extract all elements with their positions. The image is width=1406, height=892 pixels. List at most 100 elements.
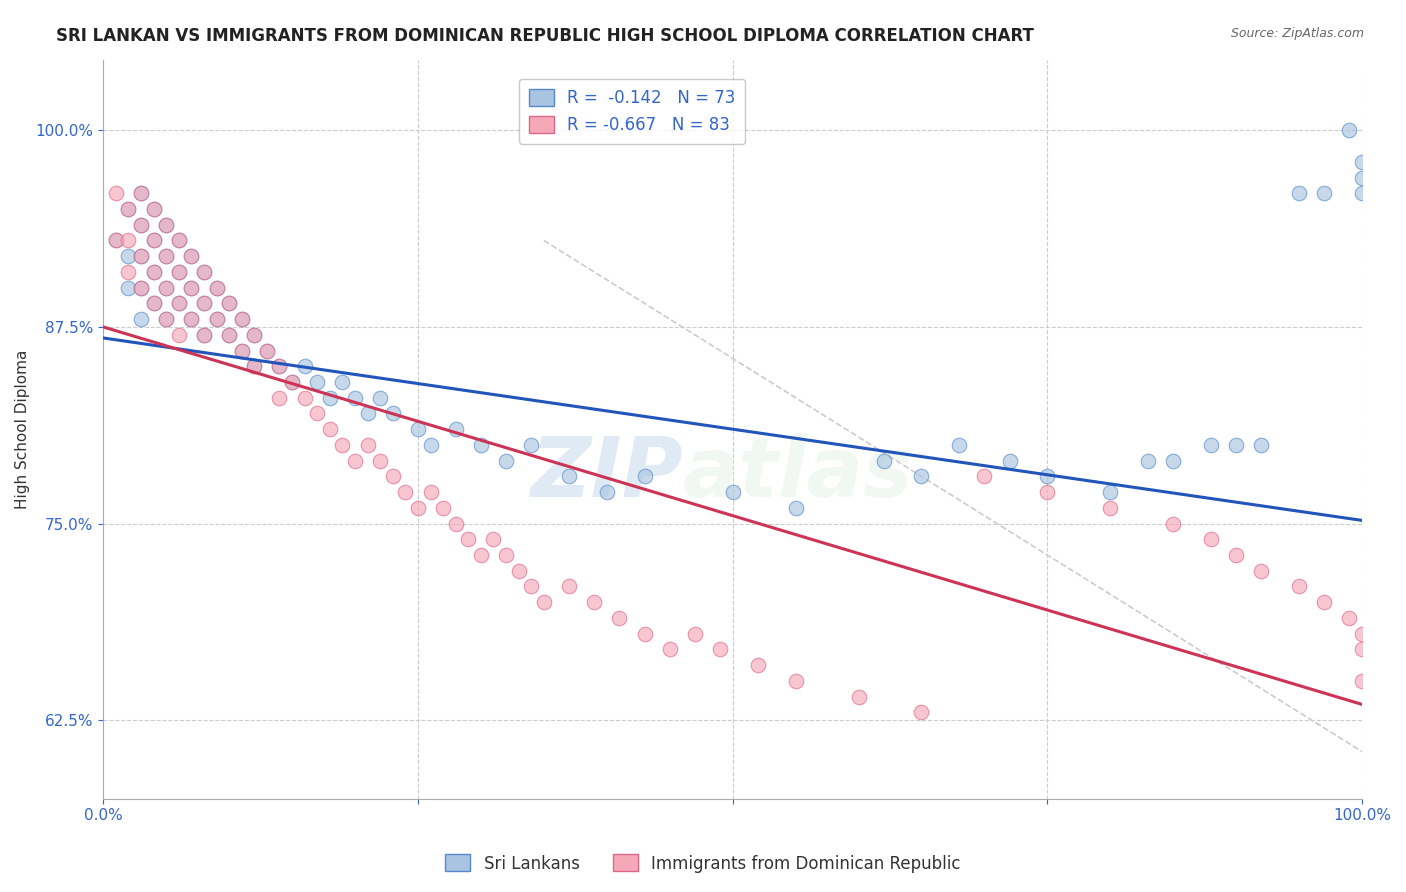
Point <box>155 280 177 294</box>
Point <box>129 280 152 294</box>
Point <box>558 469 581 483</box>
Point <box>482 533 505 547</box>
Point <box>117 265 139 279</box>
Point <box>368 391 391 405</box>
Point <box>319 391 342 405</box>
Point <box>180 312 202 326</box>
Point <box>294 391 316 405</box>
Point <box>104 234 127 248</box>
Point <box>406 422 429 436</box>
Point <box>243 327 266 342</box>
Point <box>167 234 190 248</box>
Point <box>609 611 631 625</box>
Point <box>709 642 731 657</box>
Point <box>583 595 606 609</box>
Point <box>1351 673 1374 688</box>
Point <box>281 375 304 389</box>
Point <box>142 296 165 310</box>
Point <box>218 327 240 342</box>
Point <box>142 296 165 310</box>
Point <box>910 469 932 483</box>
Point <box>1099 485 1122 500</box>
Point <box>785 673 807 688</box>
Text: SRI LANKAN VS IMMIGRANTS FROM DOMINICAN REPUBLIC HIGH SCHOOL DIPLOMA CORRELATION: SRI LANKAN VS IMMIGRANTS FROM DOMINICAN … <box>56 27 1035 45</box>
Point <box>381 469 404 483</box>
Text: atlas: atlas <box>682 433 912 514</box>
Point <box>167 327 190 342</box>
Point <box>1288 579 1310 593</box>
Point <box>406 500 429 515</box>
Point <box>180 312 202 326</box>
Text: ZIP: ZIP <box>530 433 682 514</box>
Point <box>129 186 152 201</box>
Point <box>269 359 291 374</box>
Point <box>129 218 152 232</box>
Point <box>256 343 278 358</box>
Point <box>129 249 152 263</box>
Point <box>256 343 278 358</box>
Point <box>218 296 240 310</box>
Point <box>470 438 492 452</box>
Point <box>129 312 152 326</box>
Point <box>394 485 416 500</box>
Point <box>319 422 342 436</box>
Point <box>356 407 378 421</box>
Point <box>1339 123 1361 137</box>
Point <box>180 249 202 263</box>
Point <box>596 485 619 500</box>
Point <box>848 690 870 704</box>
Point <box>155 218 177 232</box>
Point <box>683 626 706 640</box>
Point <box>231 312 253 326</box>
Point <box>307 407 329 421</box>
Point <box>117 280 139 294</box>
Point <box>508 564 530 578</box>
Point <box>344 391 367 405</box>
Text: Source: ZipAtlas.com: Source: ZipAtlas.com <box>1230 27 1364 40</box>
Point <box>1250 564 1272 578</box>
Point <box>332 375 354 389</box>
Point <box>104 234 127 248</box>
Point <box>129 186 152 201</box>
Point <box>633 626 655 640</box>
Legend: Sri Lankans, Immigrants from Dominican Republic: Sri Lankans, Immigrants from Dominican R… <box>439 847 967 880</box>
Point <box>142 234 165 248</box>
Point <box>1036 485 1059 500</box>
Point <box>1099 500 1122 515</box>
Point <box>344 453 367 467</box>
Point <box>281 375 304 389</box>
Point <box>205 312 228 326</box>
Point <box>142 265 165 279</box>
Point <box>269 359 291 374</box>
Point <box>973 469 995 483</box>
Point <box>117 234 139 248</box>
Point <box>167 265 190 279</box>
Point <box>1351 626 1374 640</box>
Point <box>1161 453 1184 467</box>
Point <box>142 202 165 216</box>
Point <box>948 438 970 452</box>
Point <box>193 327 215 342</box>
Point <box>243 327 266 342</box>
Point <box>1313 186 1336 201</box>
Point <box>1225 438 1247 452</box>
Point <box>155 249 177 263</box>
Y-axis label: High School Diploma: High School Diploma <box>15 350 30 508</box>
Point <box>142 265 165 279</box>
Point <box>495 453 517 467</box>
Point <box>193 296 215 310</box>
Point <box>193 265 215 279</box>
Point <box>558 579 581 593</box>
Point <box>1351 154 1374 169</box>
Point <box>533 595 555 609</box>
Point <box>1351 170 1374 185</box>
Point <box>231 312 253 326</box>
Point <box>180 249 202 263</box>
Point <box>180 280 202 294</box>
Point <box>873 453 896 467</box>
Point <box>1351 642 1374 657</box>
Point <box>721 485 744 500</box>
Point <box>218 296 240 310</box>
Point <box>520 579 543 593</box>
Point <box>432 500 454 515</box>
